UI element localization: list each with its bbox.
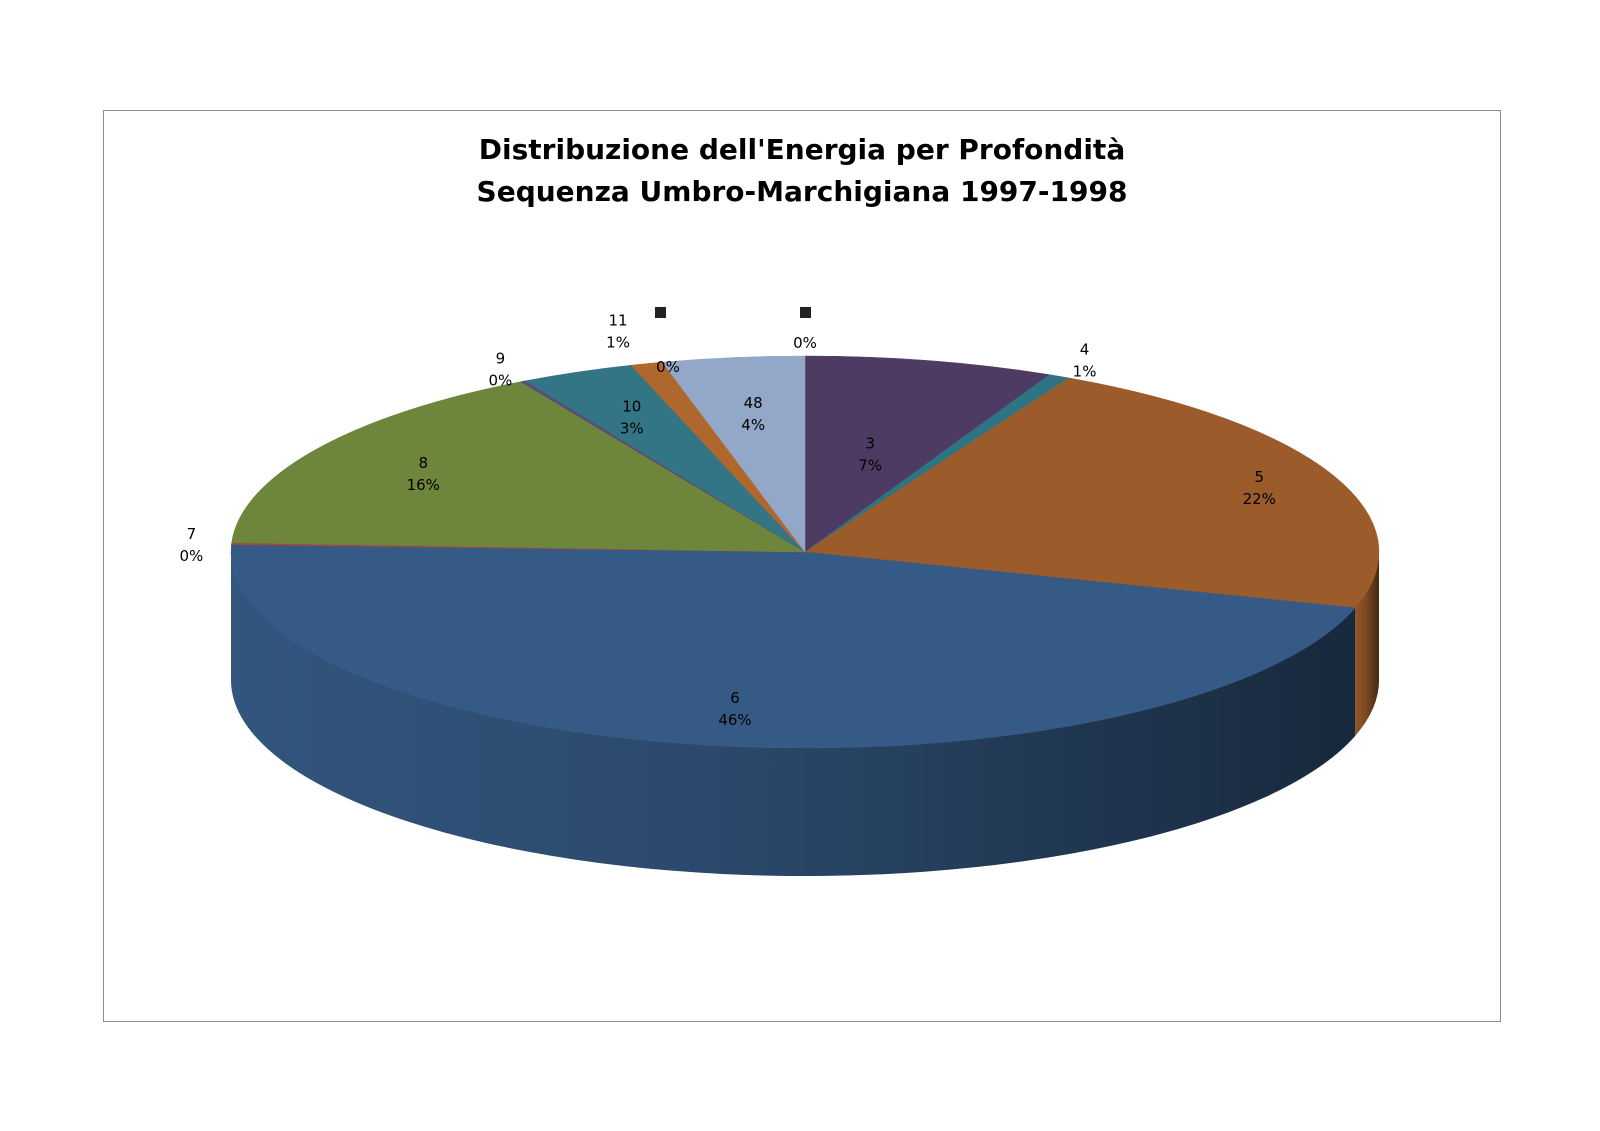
overlap-marker-2 [800,307,811,318]
pie-slice-48 [661,355,806,553]
overlap-label-percent-top: 0% [793,334,817,352]
slice-label-percent-4: 1% [1073,363,1097,381]
slice-label-percent-5: 22% [1243,490,1276,508]
slice-label-percent-8: 16% [407,476,440,494]
pie-tops [230,355,1380,749]
slice-label-category-3: 3 [865,435,875,453]
slice-label-category-9: 9 [496,350,506,368]
pie-slice-5 [804,377,1380,609]
slice-label-category-6: 6 [730,689,740,707]
pie-labels: 3 7% 4 1% 5 22% 6 46% 7 0% 8 16% 9 0% 10 3% 11 1% 48 4% 0% 0% [179,307,1276,729]
slice-label-category-7: 7 [187,525,197,543]
slice-label-percent-9: 0% [488,372,512,390]
slice-label-percent-10: 3% [620,419,644,437]
slice-label-percent-11: 1% [606,334,630,352]
slice-label-percent-6: 46% [718,711,751,729]
chart-title-line-1: Distribuzione dell'Energia per Profondit… [478,133,1126,166]
slice-label-category-5: 5 [1254,468,1264,486]
chart-title-line-2: Sequenza Umbro-Marchigiana 1997-1998 [476,175,1128,208]
slice-label-category-48: 48 [744,394,763,412]
slice-label-percent-3: 7% [858,457,882,475]
pie-side-shade-6 [231,552,1356,877]
pie-slice-3 [804,355,1051,553]
overlap-label-percent: 0% [656,358,680,376]
overlap-marker-1 [655,307,666,318]
slice-label-category-10: 10 [622,397,641,415]
pie-sides [231,552,1379,877]
pie-slice-6 [230,544,1356,749]
slice-label-percent-7: 0% [179,547,203,565]
slice-label-category-11: 11 [609,312,628,330]
slice-label-category-4: 4 [1080,341,1090,359]
slice-label-percent-48: 4% [741,416,765,434]
slice-label-category-8: 8 [418,454,428,472]
pie-slice-8 [231,381,806,553]
chart-title: Distribuzione dell'Energia per Profondit… [104,129,1500,213]
pie-side-shade-5 [1355,552,1379,736]
